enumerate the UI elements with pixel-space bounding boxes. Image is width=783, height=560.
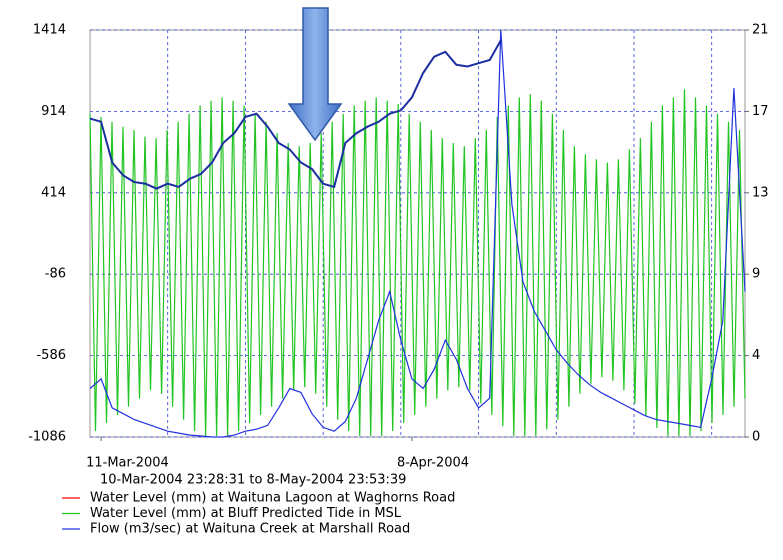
y2-tick-label: 0: [752, 430, 760, 445]
y-tick-label: 414: [41, 185, 66, 200]
series-line: [89, 39, 502, 190]
y2-tick-label: 17: [752, 104, 769, 119]
y2-tick-label: 21: [752, 23, 769, 38]
y-tick-label: 1414: [33, 23, 66, 38]
subtitle: 10-Mar-2004 23:28:31 to 8-May-2004 23:53…: [100, 473, 406, 488]
legend-label: Water Level (mm) at Waituna Lagoon at Wa…: [90, 491, 455, 506]
y2-tick-label: 4: [752, 348, 760, 363]
y2-tick-label: 13: [752, 185, 769, 200]
y-tick-label: -1086: [28, 430, 66, 445]
x-tick-label: 11-Mar-2004: [86, 456, 169, 471]
arrow-annotation: [287, 7, 343, 142]
y2-tick-label: 9: [752, 267, 760, 282]
series-line: [89, 29, 746, 438]
series-line: [89, 89, 746, 437]
legend-label: Flow (m3/sec) at Waituna Creek at Marsha…: [90, 522, 410, 537]
y-tick-label: -86: [45, 267, 66, 282]
x-tick-label: 8-Apr-2004: [397, 456, 469, 471]
y-tick-label: -586: [36, 348, 66, 363]
legend-label: Water Level (mm) at Bluff Predicted Tide…: [90, 506, 402, 521]
y-tick-label: 914: [41, 104, 66, 119]
